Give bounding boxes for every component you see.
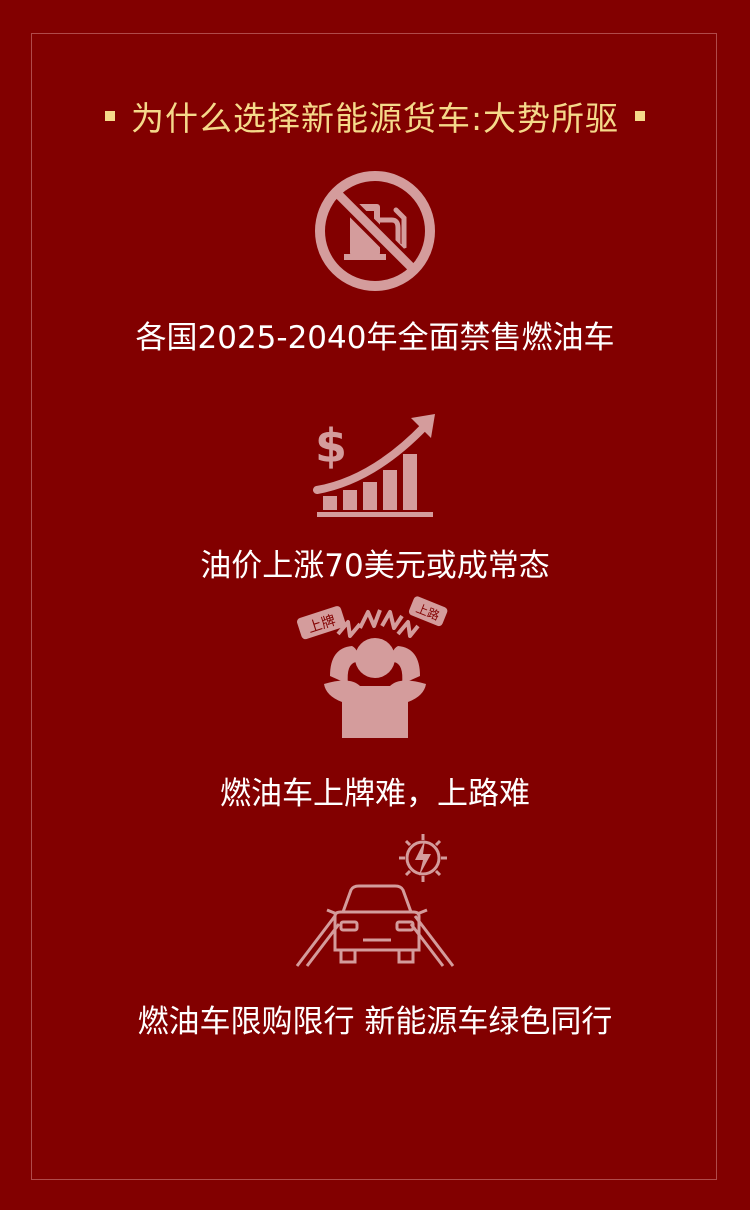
stressed-person-icon: 上牌 上路 xyxy=(0,592,750,738)
dollar-sign: $ xyxy=(315,419,347,473)
item-caption-2: 油价上涨70美元或成常态 xyxy=(200,548,550,584)
no-fuel-icon xyxy=(0,168,750,294)
item-caption-1: 各国2025-2040年全面禁售燃油车 xyxy=(135,320,615,356)
bullet-square-right xyxy=(635,111,646,121)
title-row: 为什么选择新能源货车:大势所驱 xyxy=(0,92,750,140)
border-frame xyxy=(31,33,717,1180)
item-caption-3: 燃油车上牌难，上路难 xyxy=(220,776,530,812)
car-restriction-icon xyxy=(0,828,750,970)
item-caption-4: 燃油车限购限行 新能源车绿色同行 xyxy=(137,1004,613,1040)
bullet-square-left xyxy=(104,111,115,121)
page-title: 为什么选择新能源货车:大势所驱 xyxy=(130,99,620,138)
price-rising-icon: $ xyxy=(0,410,750,520)
